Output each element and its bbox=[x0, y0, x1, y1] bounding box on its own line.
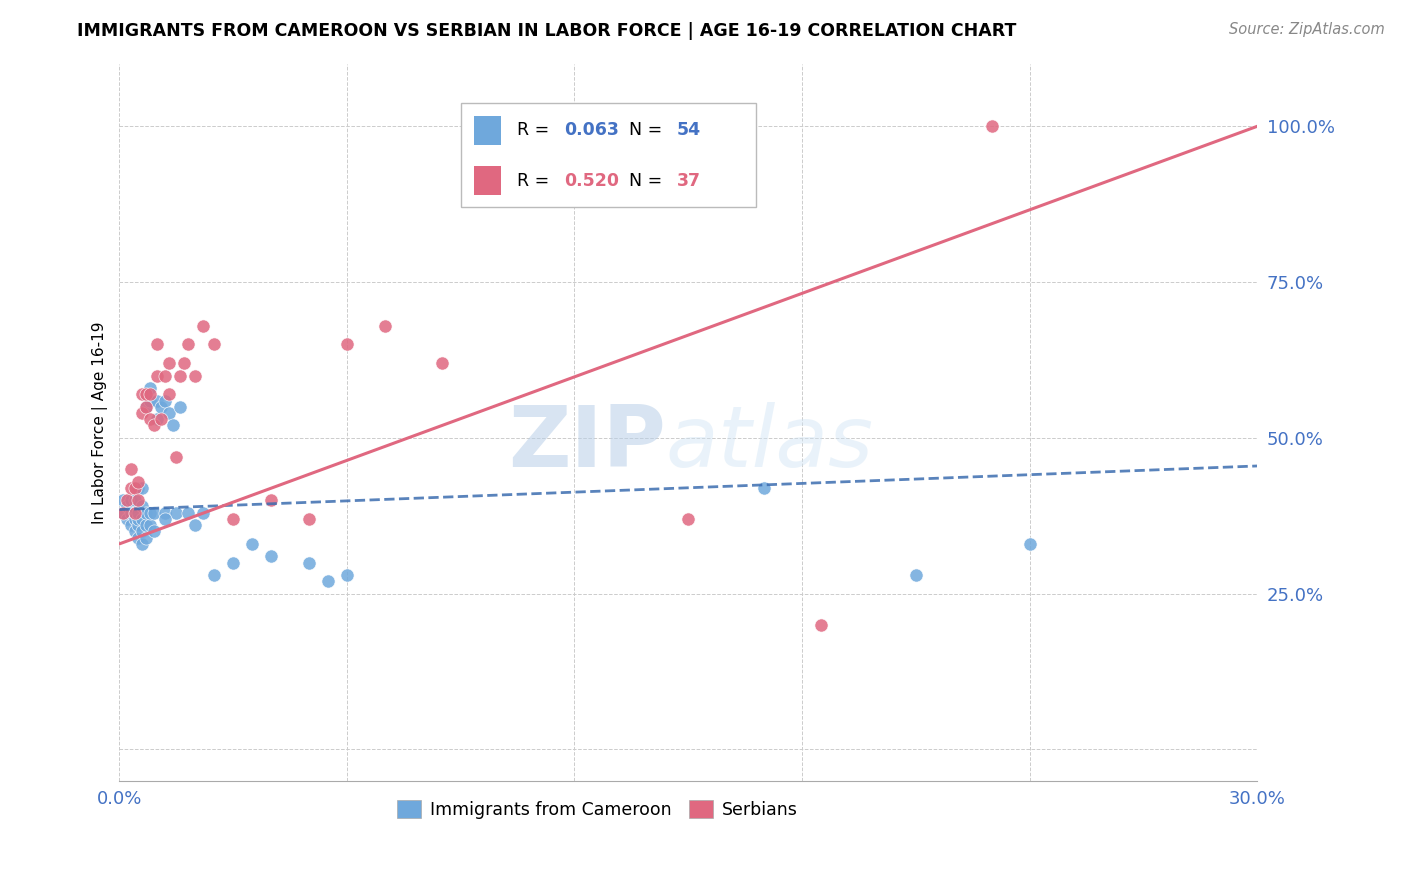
Point bbox=[222, 556, 245, 570]
Point bbox=[316, 574, 339, 589]
Point bbox=[127, 475, 149, 489]
Point bbox=[131, 406, 153, 420]
Point bbox=[131, 500, 153, 514]
Point bbox=[157, 406, 180, 420]
Text: Source: ZipAtlas.com: Source: ZipAtlas.com bbox=[1229, 22, 1385, 37]
Point bbox=[124, 524, 146, 539]
Point bbox=[157, 356, 180, 370]
Point bbox=[146, 393, 169, 408]
Point bbox=[139, 393, 162, 408]
Point bbox=[153, 368, 176, 383]
Point bbox=[120, 518, 142, 533]
Point bbox=[115, 512, 138, 526]
Point bbox=[184, 518, 207, 533]
Y-axis label: In Labor Force | Age 16-19: In Labor Force | Age 16-19 bbox=[93, 321, 108, 524]
Point bbox=[124, 506, 146, 520]
Point bbox=[146, 412, 169, 426]
Text: IMMIGRANTS FROM CAMEROON VS SERBIAN IN LABOR FORCE | AGE 16-19 CORRELATION CHART: IMMIGRANTS FROM CAMEROON VS SERBIAN IN L… bbox=[77, 22, 1017, 40]
Point bbox=[150, 400, 173, 414]
Point bbox=[135, 400, 157, 414]
Point bbox=[124, 493, 146, 508]
Point bbox=[260, 549, 283, 564]
Point bbox=[678, 512, 700, 526]
Point bbox=[115, 493, 138, 508]
Point bbox=[336, 337, 359, 351]
Point bbox=[240, 537, 263, 551]
Point bbox=[131, 387, 153, 401]
Point bbox=[135, 387, 157, 401]
Point bbox=[176, 506, 198, 520]
Point bbox=[142, 506, 165, 520]
Text: ZIP: ZIP bbox=[508, 402, 665, 485]
Point bbox=[173, 356, 195, 370]
Point bbox=[127, 481, 149, 495]
Point bbox=[157, 387, 180, 401]
Point bbox=[202, 568, 225, 582]
Point bbox=[120, 462, 142, 476]
Point bbox=[165, 450, 187, 464]
Point bbox=[191, 506, 214, 520]
Point bbox=[165, 506, 187, 520]
Point bbox=[142, 418, 165, 433]
Point bbox=[120, 493, 142, 508]
Point bbox=[127, 506, 149, 520]
Point bbox=[222, 512, 245, 526]
Point bbox=[298, 556, 321, 570]
Point bbox=[135, 518, 157, 533]
Point bbox=[153, 506, 176, 520]
Point bbox=[112, 493, 135, 508]
Point bbox=[980, 120, 1002, 134]
Point bbox=[127, 512, 149, 526]
Point bbox=[124, 481, 146, 495]
Point bbox=[139, 381, 162, 395]
Point bbox=[162, 418, 184, 433]
Point bbox=[120, 506, 142, 520]
Legend: Immigrants from Cameroon, Serbians: Immigrants from Cameroon, Serbians bbox=[389, 793, 804, 826]
Point bbox=[260, 493, 283, 508]
Point bbox=[139, 412, 162, 426]
Point bbox=[298, 512, 321, 526]
Point bbox=[202, 337, 225, 351]
Point bbox=[146, 337, 169, 351]
Point bbox=[135, 400, 157, 414]
Point bbox=[374, 318, 396, 333]
Point bbox=[810, 618, 832, 632]
Point bbox=[153, 512, 176, 526]
Point bbox=[752, 481, 775, 495]
Point bbox=[131, 481, 153, 495]
Point bbox=[131, 512, 153, 526]
Point bbox=[146, 368, 169, 383]
Point bbox=[904, 568, 927, 582]
Point bbox=[336, 568, 359, 582]
Point bbox=[142, 524, 165, 539]
Point bbox=[191, 318, 214, 333]
Point bbox=[135, 531, 157, 545]
Point bbox=[430, 356, 453, 370]
Point bbox=[131, 537, 153, 551]
Point bbox=[135, 506, 157, 520]
Point bbox=[112, 506, 135, 520]
Point bbox=[184, 368, 207, 383]
Point bbox=[124, 506, 146, 520]
Point bbox=[112, 506, 135, 520]
Point bbox=[139, 518, 162, 533]
Point bbox=[150, 412, 173, 426]
Point bbox=[176, 337, 198, 351]
Point bbox=[120, 481, 142, 495]
Point bbox=[153, 393, 176, 408]
Point bbox=[115, 500, 138, 514]
Point bbox=[139, 387, 162, 401]
Point bbox=[169, 368, 191, 383]
Text: atlas: atlas bbox=[665, 402, 873, 485]
Point bbox=[139, 506, 162, 520]
Point bbox=[131, 524, 153, 539]
Point bbox=[1018, 537, 1040, 551]
Point bbox=[124, 512, 146, 526]
Point bbox=[127, 518, 149, 533]
Point bbox=[127, 493, 149, 508]
Point bbox=[169, 400, 191, 414]
Point bbox=[127, 531, 149, 545]
